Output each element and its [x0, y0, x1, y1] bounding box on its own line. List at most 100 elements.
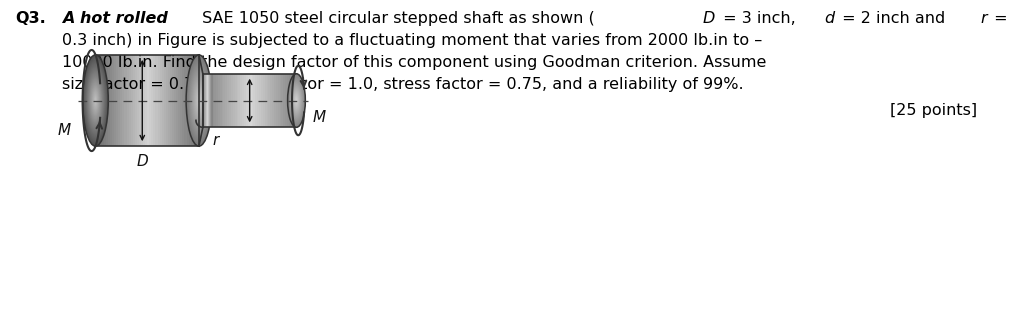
- Bar: [278, 74, 281, 127]
- Ellipse shape: [196, 90, 202, 111]
- Bar: [158, 55, 161, 146]
- Bar: [118, 55, 121, 146]
- Bar: [152, 55, 155, 146]
- Ellipse shape: [191, 73, 206, 128]
- Text: r: r: [212, 133, 219, 148]
- Ellipse shape: [295, 97, 297, 104]
- Bar: [156, 55, 159, 146]
- Bar: [206, 74, 207, 127]
- Bar: [256, 74, 258, 127]
- Bar: [134, 55, 137, 146]
- Bar: [287, 74, 290, 127]
- Text: 10000 lb.in. Find the design factor of this component using Goodman criterion. A: 10000 lb.in. Find the design factor of t…: [63, 55, 767, 70]
- Bar: [280, 74, 282, 127]
- Ellipse shape: [187, 58, 210, 143]
- Bar: [208, 74, 209, 127]
- Ellipse shape: [292, 88, 300, 113]
- Bar: [211, 74, 212, 127]
- Bar: [203, 74, 204, 127]
- Ellipse shape: [294, 93, 299, 108]
- Ellipse shape: [89, 78, 102, 123]
- Bar: [208, 74, 211, 127]
- Bar: [209, 74, 210, 127]
- Ellipse shape: [288, 75, 305, 126]
- Bar: [205, 74, 206, 127]
- Bar: [209, 74, 210, 127]
- Ellipse shape: [189, 65, 209, 136]
- Ellipse shape: [86, 68, 105, 134]
- Bar: [154, 55, 157, 146]
- Ellipse shape: [83, 56, 108, 145]
- Bar: [95, 55, 98, 146]
- Text: D: D: [703, 11, 715, 26]
- Ellipse shape: [295, 96, 298, 105]
- Bar: [205, 74, 207, 127]
- Ellipse shape: [92, 87, 99, 114]
- Bar: [208, 74, 209, 127]
- Bar: [130, 55, 133, 146]
- Text: Q3.: Q3.: [15, 11, 45, 26]
- Bar: [204, 74, 205, 127]
- Bar: [210, 74, 211, 127]
- Bar: [283, 74, 286, 127]
- Bar: [189, 55, 192, 146]
- Bar: [136, 55, 140, 146]
- Bar: [195, 55, 198, 146]
- Ellipse shape: [195, 87, 203, 114]
- Ellipse shape: [86, 65, 105, 136]
- Bar: [267, 74, 269, 127]
- Bar: [150, 55, 153, 146]
- Bar: [209, 74, 210, 127]
- Bar: [291, 74, 294, 127]
- Bar: [211, 74, 212, 127]
- Text: = 3 inch,: = 3 inch,: [719, 11, 802, 26]
- Bar: [108, 55, 111, 146]
- Bar: [241, 74, 244, 127]
- Bar: [120, 55, 123, 146]
- Bar: [191, 55, 194, 146]
- Ellipse shape: [293, 92, 299, 109]
- Ellipse shape: [294, 94, 298, 107]
- Ellipse shape: [290, 80, 303, 121]
- Ellipse shape: [197, 94, 201, 107]
- Bar: [208, 74, 210, 127]
- Bar: [263, 74, 266, 127]
- Bar: [248, 74, 251, 127]
- Bar: [174, 55, 177, 146]
- Text: r: r: [981, 11, 988, 26]
- Bar: [139, 55, 142, 146]
- Bar: [293, 74, 295, 127]
- Bar: [126, 55, 129, 146]
- Bar: [209, 74, 210, 127]
- Bar: [207, 74, 208, 127]
- Bar: [148, 55, 151, 146]
- Bar: [180, 55, 183, 146]
- Ellipse shape: [294, 95, 298, 106]
- Ellipse shape: [191, 71, 207, 130]
- Ellipse shape: [291, 86, 301, 115]
- Ellipse shape: [94, 97, 96, 104]
- Ellipse shape: [290, 82, 302, 118]
- Bar: [205, 74, 206, 127]
- Bar: [206, 74, 209, 127]
- Bar: [204, 74, 205, 127]
- Bar: [164, 55, 167, 146]
- Ellipse shape: [288, 76, 304, 125]
- Bar: [210, 74, 213, 127]
- Bar: [206, 74, 207, 127]
- Bar: [112, 55, 115, 146]
- Ellipse shape: [289, 77, 304, 124]
- Text: d: d: [260, 93, 269, 108]
- Ellipse shape: [192, 75, 206, 126]
- Bar: [170, 55, 173, 146]
- Bar: [219, 74, 222, 127]
- Bar: [204, 74, 205, 127]
- Ellipse shape: [294, 92, 299, 109]
- Ellipse shape: [290, 81, 303, 120]
- Ellipse shape: [290, 82, 302, 119]
- Ellipse shape: [198, 98, 199, 103]
- Ellipse shape: [192, 78, 205, 123]
- Bar: [206, 74, 207, 127]
- Ellipse shape: [196, 91, 201, 110]
- Ellipse shape: [83, 55, 108, 146]
